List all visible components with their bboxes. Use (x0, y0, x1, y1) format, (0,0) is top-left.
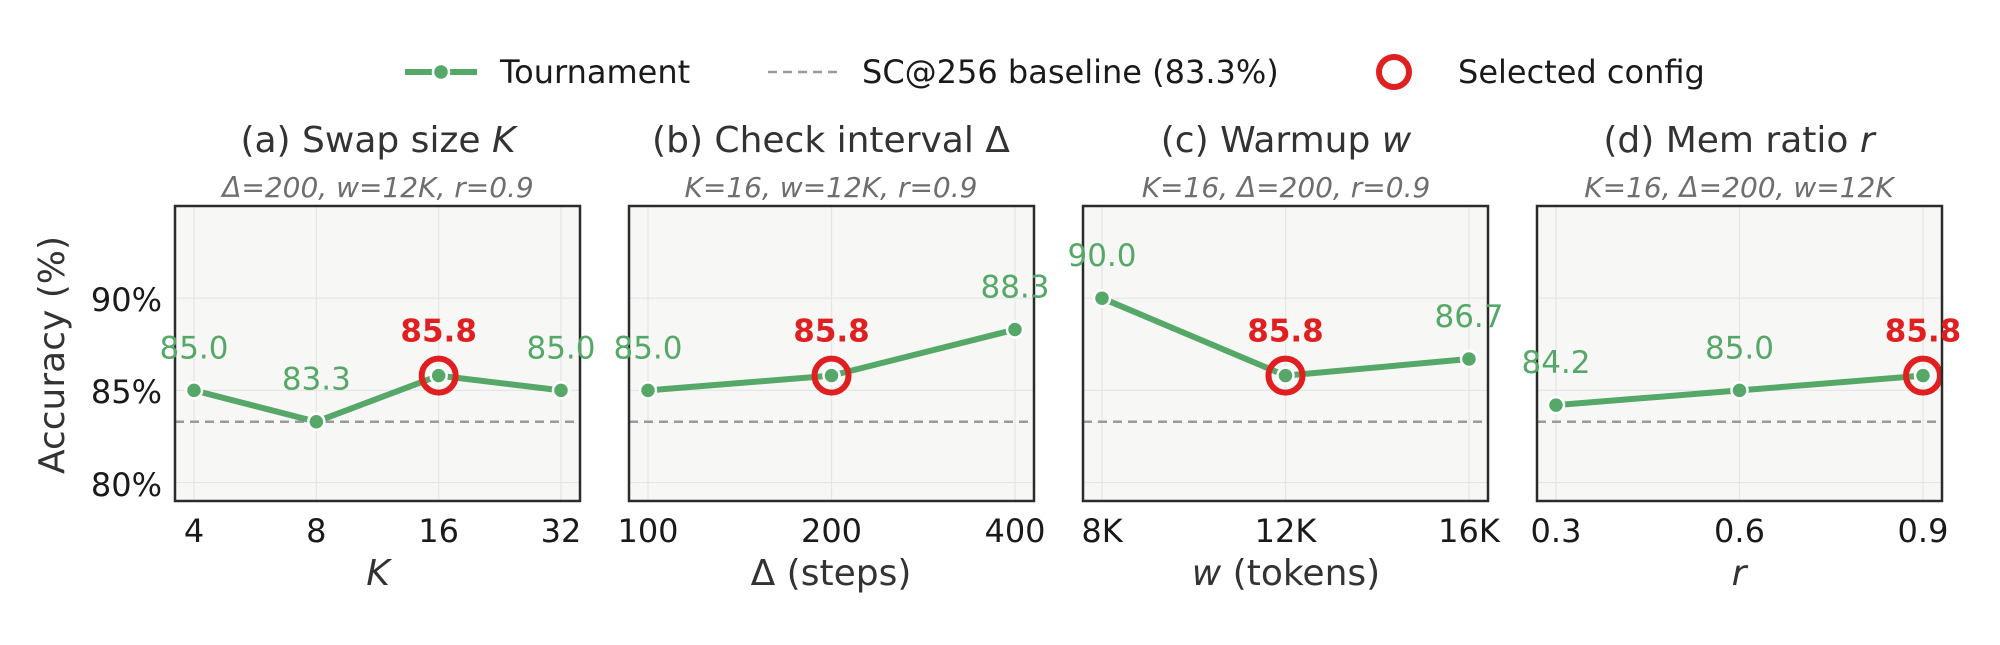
panel-d-x-axis-label: r (1732, 553, 1749, 594)
legend-selected-marker (1376, 54, 1412, 90)
panel-d-marks (1537, 206, 1943, 501)
panel-d-labels: 84.2 85.0 85.8 0.3 0.6 0.9 (1521, 314, 1961, 550)
panel-b-title: (b) Check interval Δ (652, 120, 1010, 161)
panel-d: (d) Mem ratio r K=16, Δ=200, w=12K 84.2 8… (1521, 120, 1961, 594)
x-tick-label: 8 (306, 512, 326, 550)
data-value-label: 90.0 (1067, 238, 1136, 274)
x-tick-label: 4 (184, 512, 204, 550)
legend-tournament-marker (431, 62, 451, 82)
data-value-label: 83.3 (282, 362, 351, 398)
data-value-label: 85.0 (159, 330, 228, 366)
data-value-label: 85.0 (613, 330, 682, 366)
panel-c-labels: 90.0 85.8 86.7 8K 12K 16K (1067, 238, 1503, 550)
panel-c-subtitle: K=16, Δ=200, r=0.9 (1142, 171, 1431, 204)
x-tick-label: 12K (1255, 512, 1318, 550)
panel-c-x-axis-label: w (tokens) (1192, 553, 1380, 594)
panel-c: (c) Warmup w K=16, Δ=200, r=0.9 90.0 85.8… (1067, 120, 1503, 594)
data-point (1730, 381, 1749, 400)
selected-marker (1903, 355, 1943, 396)
data-point (1913, 366, 1933, 385)
data-point (1459, 349, 1479, 369)
selected-marker (1265, 355, 1306, 396)
panel-a-title: (a) Swap size K (240, 120, 518, 161)
y-tick-label: 85% (91, 373, 162, 411)
data-point (638, 381, 658, 400)
x-tick-label: 400 (984, 512, 1045, 550)
panel-a: (a) Swap size K Δ=200, w=12K, r=0.9 85.0… (159, 120, 595, 594)
selected-value-label: 85.8 (1885, 314, 1962, 350)
x-tick-label: 32 (541, 512, 582, 550)
data-point (822, 366, 841, 385)
x-tick-label: 200 (801, 512, 862, 550)
x-tick-label: 16K (1438, 512, 1501, 550)
data-point (1092, 288, 1112, 308)
panel-d-frame (1535, 204, 1944, 503)
data-point (429, 366, 448, 385)
y-tick-label: 80% (91, 466, 162, 504)
panel-a-subtitle: Δ=200, w=12K, r=0.9 (220, 171, 534, 204)
data-point (307, 412, 326, 431)
data-point (1005, 320, 1025, 339)
data-point (184, 381, 204, 400)
data-value-label: 85.0 (1705, 330, 1774, 366)
x-tick-label: 0.3 (1531, 512, 1582, 550)
x-tick-label: 0.9 (1898, 512, 1949, 550)
panel-d-title: (d) Mem ratio r (1603, 120, 1877, 161)
panel-b: (b) Check interval Δ K=16, w=12K, r=0.9 … (613, 120, 1049, 594)
panel-d-subtitle: K=16, Δ=200, w=12K (1584, 171, 1896, 204)
legend-selected-label: Selected config (1458, 53, 1705, 91)
panel-b-labels: 85.0 85.8 88.3 100 200 400 (613, 270, 1049, 550)
y-axis-label: Accuracy (%) (32, 236, 73, 474)
panel-a-labels: 85.0 83.3 85.8 85.0 4 8 16 32 (159, 314, 595, 550)
panel-b-subtitle: K=16, w=12K, r=0.9 (685, 171, 978, 204)
selected-marker (811, 355, 852, 396)
x-tick-label: 16 (418, 512, 459, 550)
data-value-label: 84.2 (1521, 345, 1590, 381)
panel-c-title: (c) Warmup w (1161, 120, 1412, 161)
data-point (551, 381, 571, 400)
selected-marker (418, 355, 459, 396)
selected-value-label: 85.8 (1247, 314, 1324, 350)
panel-a-frame (173, 204, 582, 503)
x-tick-label: 100 (617, 512, 678, 550)
panel-b-frame (627, 204, 1036, 503)
panel-a-x-axis-label: K (366, 553, 392, 594)
panel-b-x-axis-label: Δ (steps) (751, 553, 912, 594)
data-point (1276, 366, 1295, 385)
data-point (1546, 395, 1566, 415)
x-tick-label: 8K (1081, 512, 1123, 550)
legend: Tournament SC@256 baseline (83.3%) Selec… (405, 53, 1705, 91)
data-value-label: 85.0 (526, 330, 595, 366)
panel-c-marks (1083, 206, 1488, 501)
legend-baseline-label: SC@256 baseline (83.3%) (862, 53, 1279, 91)
legend-tournament-label: Tournament (499, 53, 690, 91)
data-value-label: 88.3 (980, 270, 1049, 306)
selected-value-label: 85.8 (793, 314, 870, 350)
data-value-label: 86.7 (1434, 299, 1503, 335)
x-tick-label: 0.6 (1714, 512, 1765, 550)
y-tick-label: 90% (91, 281, 162, 319)
panel-c-frame (1081, 204, 1490, 503)
series-line (191, 372, 564, 425)
panel-a-plot-area (175, 206, 580, 501)
panel-b-marks (629, 206, 1034, 501)
selected-value-label: 85.8 (400, 314, 477, 350)
panel-a-marks (175, 206, 580, 501)
